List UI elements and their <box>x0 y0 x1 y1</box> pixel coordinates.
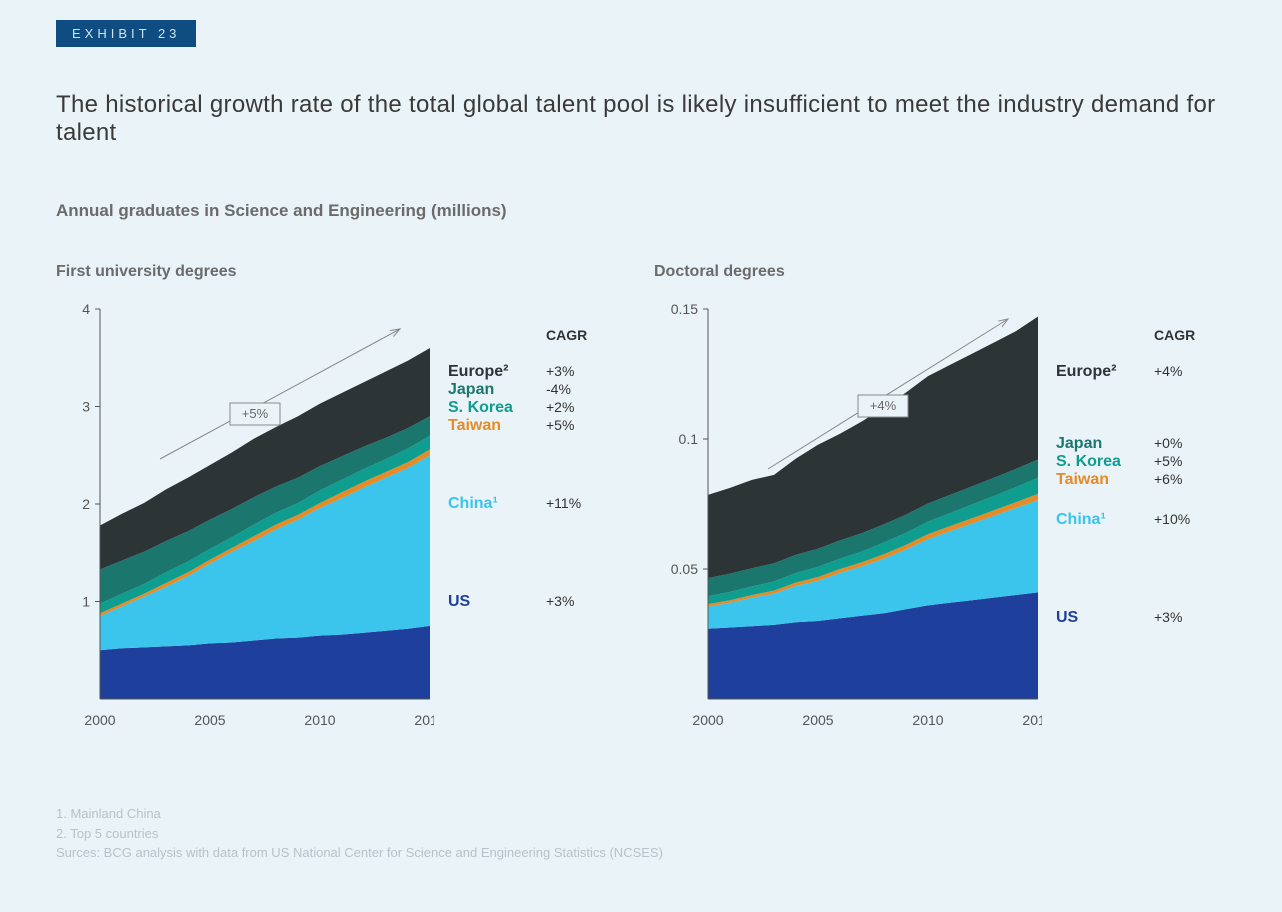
x-tick-label: 2000 <box>692 712 723 728</box>
legend-cagr: +5% <box>546 417 594 433</box>
legend-row-SKorea: S. Korea +2% <box>448 399 594 417</box>
cagr-header: CAGR <box>546 327 587 343</box>
trend-label: +5% <box>242 406 269 421</box>
legend-cagr: +2% <box>546 399 594 415</box>
legend-cagr: +4% <box>1154 363 1202 379</box>
legend-label: Taiwan <box>448 417 522 435</box>
legend-cagr: +10% <box>1154 511 1202 527</box>
subtitle: Annual graduates in Science and Engineer… <box>56 201 1226 221</box>
legend-cagr: +0% <box>1154 435 1202 451</box>
footnotes: 1. Mainland China2. Top 5 countriesSurce… <box>56 804 1226 863</box>
footnote-line: 2. Top 5 countries <box>56 824 1226 844</box>
x-tick-label: 2005 <box>194 712 225 728</box>
legend-label: China¹ <box>448 495 522 513</box>
exhibit-badge: EXHIBIT 23 <box>56 20 196 47</box>
legend-row-US: US +3% <box>448 593 594 611</box>
legend-cagr: +3% <box>546 363 594 379</box>
legend-label: Europe² <box>448 363 522 381</box>
chart-block-first-degrees: First university degrees 1 2 3 4 2000 2005 2010… <box>56 263 594 744</box>
y-tick-label: 0.1 <box>679 431 699 447</box>
legend-row-Europe: Europe² +4% <box>1056 363 1202 381</box>
y-tick-label: 0.05 <box>671 561 698 577</box>
legend-cagr: +5% <box>1154 453 1202 469</box>
y-tick-label: 0.15 <box>671 301 698 317</box>
legend-label: Japan <box>448 381 522 399</box>
x-tick-label: 2015 <box>1022 712 1042 728</box>
legend-label: S. Korea <box>448 399 522 417</box>
charts-row: First university degrees 1 2 3 4 2000 2005 2010… <box>56 263 1226 744</box>
legend: CAGR Europe² +3% Japan -4% S. Korea +2% Taiwan +… <box>448 299 594 611</box>
x-tick-label: 2010 <box>304 712 335 728</box>
legend: CAGR Europe² +4% Japan +0% S. Korea +5% Taiwan +… <box>1056 299 1202 627</box>
x-tick-label: 2000 <box>84 712 115 728</box>
legend-cagr: +11% <box>546 495 594 511</box>
chart-block-doctoral-degrees: Doctoral degrees 0.05 0.1 0.15 2000 2005 2010 2… <box>654 263 1202 744</box>
legend-label: Japan <box>1056 435 1130 453</box>
legend-cagr: +6% <box>1154 471 1202 487</box>
page-title: The historical growth rate of the total … <box>56 91 1226 147</box>
legend-row-Japan: Japan +0% <box>1056 435 1202 453</box>
legend-label: S. Korea <box>1056 453 1130 471</box>
legend-row-Europe: Europe² +3% <box>448 363 594 381</box>
legend-row-Japan: Japan -4% <box>448 381 594 399</box>
legend-cagr: -4% <box>546 381 594 397</box>
x-tick-label: 2010 <box>912 712 943 728</box>
legend-row-SKorea: S. Korea +5% <box>1056 453 1202 471</box>
legend-label: US <box>1056 609 1130 627</box>
legend-row-China: China¹ +11% <box>448 495 594 513</box>
footnote-line: 1. Mainland China <box>56 804 1226 824</box>
legend-row-China: China¹ +10% <box>1056 511 1202 529</box>
legend-label: Taiwan <box>1056 471 1130 489</box>
legend-row-Taiwan: Taiwan +6% <box>1056 471 1202 489</box>
legend-cagr: +3% <box>546 593 594 609</box>
chart-title: Doctoral degrees <box>654 263 1202 281</box>
legend-row-Taiwan: Taiwan +5% <box>448 417 594 435</box>
chart-svg: 0.05 0.1 0.15 2000 2005 2010 2015 +4% <box>654 299 1042 739</box>
chart-title: First university degrees <box>56 263 594 281</box>
legend-label: Europe² <box>1056 363 1130 381</box>
legend-row-US: US +3% <box>1056 609 1202 627</box>
x-tick-label: 2005 <box>802 712 833 728</box>
y-tick-label: 1 <box>82 594 90 610</box>
legend-label: US <box>448 593 522 611</box>
y-tick-label: 2 <box>82 496 90 512</box>
y-tick-label: 4 <box>82 301 90 317</box>
legend-label: China¹ <box>1056 511 1130 529</box>
x-tick-label: 2015 <box>414 712 434 728</box>
trend-label: +4% <box>870 398 897 413</box>
cagr-header: CAGR <box>1154 327 1195 343</box>
chart-svg: 1 2 3 4 2000 2005 2010 2015 +5% <box>56 299 434 739</box>
legend-cagr: +3% <box>1154 609 1202 625</box>
y-tick-label: 3 <box>82 399 90 415</box>
footnote-line: Surces: BCG analysis with data from US N… <box>56 843 1226 863</box>
